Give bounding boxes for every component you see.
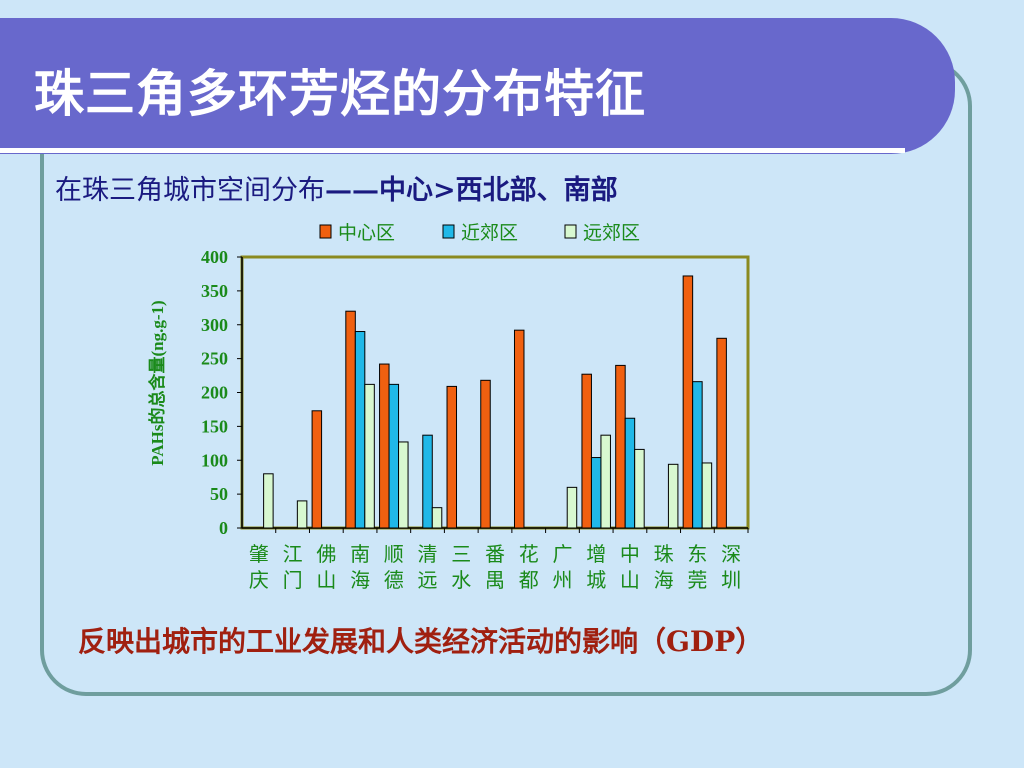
bar-远郊区-广州	[566, 486, 578, 529]
x-tick-label-佛山: 佛	[316, 542, 336, 566]
y-tick-label: 50	[210, 484, 228, 504]
bar-中心区-佛山	[311, 410, 323, 529]
x-tick-label-江门: 门	[283, 568, 303, 592]
x-tick-label-东莞: 东	[687, 542, 707, 566]
legend-swatch-中心区	[319, 224, 332, 239]
x-tick-label-南海: 南	[350, 542, 370, 566]
x-tick-label-顺德: 顺	[384, 542, 404, 566]
subtitle-bold: ——中心>西北部、南部	[325, 175, 618, 206]
x-tick-label-增城: 增	[586, 542, 606, 566]
x-tick-label-番禺: 禺	[485, 568, 505, 592]
x-tick-label-深圳: 深	[721, 542, 741, 566]
x-tick-label-深圳: 圳	[721, 568, 741, 592]
bar-远郊区-南海	[364, 383, 375, 529]
bar-远郊区-珠海	[667, 463, 679, 529]
y-tick-label: 400	[201, 247, 228, 267]
legend-label-近郊区: 近郊区	[461, 222, 518, 244]
x-tick-label-东莞: 莞	[687, 568, 707, 592]
bar-中心区-中山	[615, 364, 626, 529]
bar-中心区-三水	[446, 385, 458, 529]
bar-远郊区-中山	[634, 448, 645, 529]
legend-swatch-近郊区	[442, 224, 455, 239]
x-tick-label-珠海: 海	[654, 568, 674, 592]
content-panel	[40, 60, 972, 696]
x-tick-label-清远: 远	[418, 568, 438, 592]
y-axis-label: PAHs的总含量(ng.g-1)	[147, 300, 167, 465]
bar-近郊区-顺德	[388, 383, 400, 529]
y-tick-label: 0	[219, 518, 228, 538]
x-tick-label-花都: 花	[519, 542, 539, 566]
x-tick-label-肇庆: 庆	[249, 568, 269, 592]
y-tick-label: 250	[201, 349, 228, 369]
subtitle: 在珠三角城市空间分布——中心>西北部、南部	[55, 168, 618, 207]
legend-label-远郊区: 远郊区	[583, 222, 640, 244]
bar-中心区-东莞	[682, 275, 694, 529]
legend-swatch-远郊区	[564, 224, 577, 239]
slide-title: 珠三角多环芳烃的分布特征	[34, 65, 646, 123]
x-tick-label-广州: 州	[552, 568, 572, 592]
bar-中心区-增城	[581, 373, 592, 529]
bar-远郊区-增城	[600, 434, 611, 529]
y-tick-label: 100	[201, 450, 228, 470]
bar-中心区-顺德	[379, 363, 390, 529]
x-tick-label-三水: 三	[451, 542, 471, 566]
x-tick-label-增城: 城	[586, 568, 606, 592]
legend-label-中心区: 中心区	[338, 222, 395, 244]
bar-远郊区-东莞	[701, 462, 713, 529]
x-tick-label-肇庆: 肇	[249, 542, 269, 566]
bar-远郊区-清远	[431, 507, 443, 529]
bar-中心区-深圳	[716, 337, 727, 529]
x-tick-label-佛山: 山	[316, 568, 336, 592]
y-tick-label: 350	[201, 281, 228, 301]
y-tick-label: 300	[201, 315, 228, 335]
x-tick-label-花都: 都	[519, 568, 539, 592]
bar-远郊区-江门	[296, 500, 308, 529]
subtitle-plain: 在珠三角城市空间分布	[55, 175, 325, 206]
bar-近郊区-中山	[624, 417, 636, 529]
title-underline	[0, 148, 905, 153]
bar-中心区-番禺	[480, 379, 491, 529]
x-tick-label-顺德: 德	[384, 568, 404, 592]
x-tick-label-中山: 中	[620, 542, 640, 566]
bar-近郊区-南海	[354, 331, 366, 529]
bar-近郊区-增城	[590, 457, 602, 529]
x-tick-label-中山: 山	[620, 568, 640, 592]
x-tick-label-南海: 海	[350, 568, 370, 592]
y-tick-label: 150	[201, 416, 228, 436]
bar-远郊区-顺德	[398, 441, 409, 529]
bar-远郊区-肇庆	[263, 473, 274, 529]
x-tick-label-三水: 水	[451, 568, 471, 592]
bar-近郊区-东莞	[692, 381, 703, 529]
y-tick-label: 200	[201, 383, 228, 403]
bar-中心区-花都	[513, 329, 525, 529]
x-tick-label-番禺: 番	[485, 542, 505, 566]
x-tick-label-广州: 广	[552, 542, 572, 566]
conclusion-text: 反映出城市的工业发展和人类经济活动的影响（GDP）	[78, 625, 764, 658]
x-tick-label-清远: 清	[418, 542, 438, 566]
x-tick-label-珠海: 珠	[654, 542, 674, 566]
bar-近郊区-清远	[422, 434, 433, 529]
title-bar: 珠三角多环芳烃的分布特征	[0, 18, 955, 154]
x-tick-label-江门: 江	[283, 542, 303, 566]
bar-中心区-南海	[345, 310, 356, 529]
